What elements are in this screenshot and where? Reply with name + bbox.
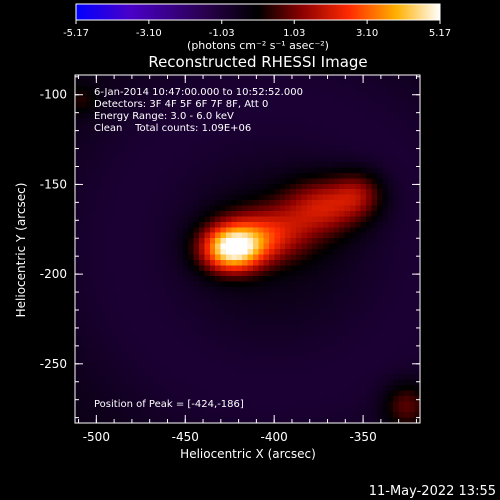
colorbar-tick-label: 3.10 — [356, 28, 378, 39]
colorbar-tick-label: -3.10 — [136, 28, 162, 39]
y-tick-label: -100 — [40, 88, 67, 102]
colorbar-tick-label: -5.17 — [63, 28, 89, 39]
annotation-clean-counts: Clean Total counts: 1.09E+06 — [94, 123, 251, 134]
y-tick-label: -200 — [40, 267, 67, 281]
x-tick-label: -400 — [261, 430, 288, 444]
y-axis: -100 -150 -200 -250 — [40, 76, 420, 419]
colorbar-tick-label: -1.03 — [209, 28, 235, 39]
y-tick-label: -150 — [40, 177, 67, 191]
x-axis-label: Heliocentric X (arcsec) — [180, 447, 316, 461]
annotation-energy-range: Energy Range: 3.0 - 6.0 keV — [94, 111, 234, 122]
y-axis-label: Heliocentric Y (arcsec) — [14, 183, 28, 318]
colorbar — [75, 3, 441, 21]
timestamp: 11-May-2022 13:55 — [369, 484, 496, 499]
plot-frame — [74, 74, 421, 424]
chart-title: Reconstructed RHESSI Image — [148, 53, 367, 71]
y-tick-label: -250 — [40, 357, 67, 371]
peak-position-label: Position of Peak = [-424,-186] — [94, 399, 244, 410]
colorbar-ticks: -5.17 -3.10 -1.03 1.03 3.10 5.17 — [63, 20, 451, 39]
x-tick-label: -350 — [349, 430, 376, 444]
heatmap-image — [75, 75, 420, 423]
annotation-time-range: 6-Jan-2014 10:47:00.000 to 10:52:52.000 — [94, 87, 303, 98]
colorbar-units-label: (photons cm⁻² s⁻¹ asec⁻²) — [187, 39, 329, 52]
annotation-detectors: Detectors: 3F 4F 5F 6F 7F 8F, Att 0 — [94, 99, 268, 110]
colorbar-tick-label: 1.03 — [283, 28, 305, 39]
x-tick-label: -450 — [172, 430, 199, 444]
colorbar-tick-label: 5.17 — [429, 28, 451, 39]
x-axis: -500 -450 -400 -350 — [78, 75, 417, 444]
x-tick-label: -500 — [83, 430, 110, 444]
